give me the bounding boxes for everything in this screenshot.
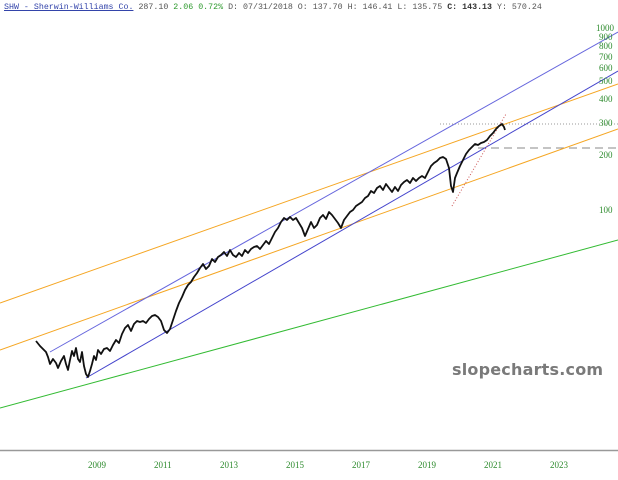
cursor-y-value: Y: 570.24 <box>497 3 542 12</box>
price-line <box>35 123 506 378</box>
last-price: 287.10 <box>138 3 169 12</box>
x-tick-2017: 2017 <box>352 460 371 470</box>
y-tick-600: 600 <box>599 63 613 73</box>
x-tick-2011: 2011 <box>154 460 172 470</box>
x-tick-2021: 2021 <box>484 460 502 470</box>
y-tick-900: 900 <box>599 32 613 42</box>
bar-date: D: 07/31/2018 <box>228 3 293 12</box>
price-change: 2.06 0.72% <box>173 3 224 12</box>
green-trendline[interactable] <box>0 239 618 409</box>
x-tick-2013: 2013 <box>220 460 239 470</box>
y-tick-300: 300 <box>599 118 613 128</box>
blue-upper-trendline[interactable] <box>49 31 618 353</box>
y-tick-100: 100 <box>599 205 613 215</box>
bar-high: H: 146.41 <box>347 3 393 12</box>
bar-low: L: 135.75 <box>397 3 443 12</box>
y-tick-1000: 1000 <box>596 23 615 33</box>
orange-lower-trendline[interactable] <box>0 128 618 351</box>
y-tick-400: 400 <box>599 94 613 104</box>
y-tick-700: 700 <box>599 52 613 62</box>
x-tick-2015: 2015 <box>286 460 305 470</box>
symbol-link[interactable]: SHW - Sherwin-Williams Co. <box>4 3 134 12</box>
x-tick-2009: 2009 <box>88 460 107 470</box>
bar-close-label: C: <box>447 3 458 12</box>
watermark: slopecharts.com <box>452 360 604 379</box>
orange-upper-trendline[interactable] <box>0 83 618 304</box>
x-tick-2019: 2019 <box>418 460 437 470</box>
bar-open: O: 137.70 <box>297 3 343 12</box>
quote-header: SHW - Sherwin-Williams Co. 287.10 2.06 0… <box>4 3 542 12</box>
x-tick-2023: 2023 <box>550 460 569 470</box>
bar-close-value: 143.13 <box>462 3 493 12</box>
y-tick-500: 500 <box>599 76 613 86</box>
y-tick-800: 800 <box>599 41 613 51</box>
y-tick-200: 200 <box>599 150 613 160</box>
blue-lower-trendline[interactable] <box>85 70 618 379</box>
